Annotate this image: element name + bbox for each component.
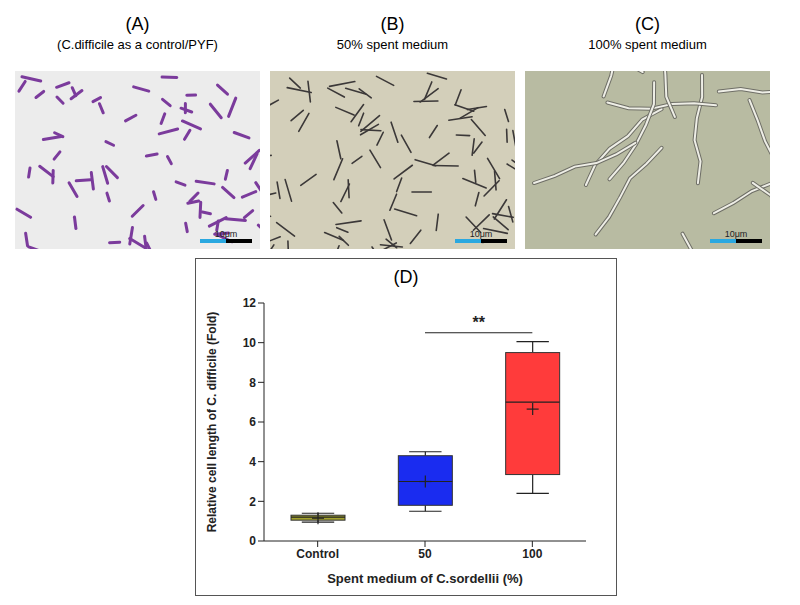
svg-text:100: 100: [522, 547, 542, 561]
svg-text:Relative cell length of C. dif: Relative cell length of C. difficile (Fo…: [205, 312, 219, 533]
html-text:10μm: 10μm: [469, 229, 493, 239]
svg-text:4: 4: [249, 455, 256, 469]
svg-text:**: **: [472, 314, 485, 331]
svg-text:Spent medium of C.sordellii (%: Spent medium of C.sordellii (%): [327, 571, 523, 586]
html-text:(D): (D): [393, 267, 419, 287]
svg-text:8: 8: [249, 376, 256, 390]
html-text:(A): (A): [125, 14, 150, 34]
html-text:100% spent medium: 100% spent medium: [588, 37, 707, 52]
svg-text:12: 12: [243, 296, 257, 310]
svg-text:50: 50: [418, 547, 432, 561]
html-text:(C.difficile as a control/PYF): (C.difficile as a control/PYF): [57, 37, 218, 52]
svg-text:0: 0: [249, 534, 256, 548]
svg-text:6: 6: [249, 415, 256, 429]
html-text:10μm: 10μm: [214, 229, 238, 239]
svg-text:Control: Control: [296, 547, 339, 561]
html-text:(B): (B): [380, 14, 405, 34]
html-text:50% spent medium: 50% spent medium: [336, 37, 449, 52]
html-text:10μm: 10μm: [724, 229, 748, 239]
svg-text:2: 2: [249, 495, 256, 509]
svg-text:10: 10: [243, 336, 257, 350]
html-text:(C): (C): [635, 14, 660, 34]
